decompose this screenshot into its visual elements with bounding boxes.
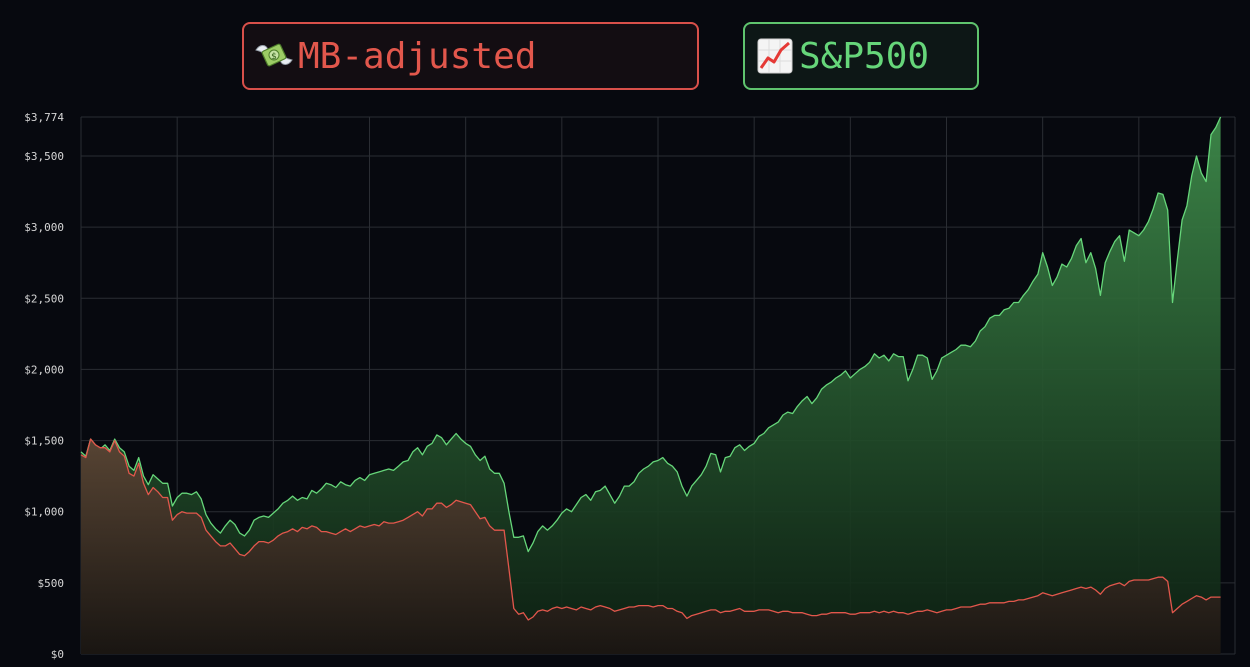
y-tick-label: $3,500	[24, 150, 64, 163]
money-with-wings-icon: $	[255, 43, 293, 67]
y-tick-label: $2,000	[24, 363, 64, 376]
series-area-1	[81, 439, 1221, 654]
y-tick-label: $2,500	[24, 292, 64, 305]
chart-increasing-icon	[757, 38, 793, 74]
y-tick-label: $500	[38, 577, 65, 590]
legend-label-mb-adjusted: MB-adjusted	[298, 35, 537, 77]
legend-button-sp500[interactable]: S&P500	[743, 22, 979, 90]
y-tick-label: $1,500	[24, 435, 64, 448]
series-line-1	[80, 438, 1221, 621]
y-axis: $0 $500 $1,000 $1,500 $2,000 $2,500 $3,000 $3,5…	[24, 111, 64, 661]
y-tick-label: $0	[51, 648, 64, 661]
series-line-0	[80, 116, 1222, 553]
y-tick-label: $3,774	[24, 111, 64, 124]
legend-label-sp500: S&P500	[799, 35, 930, 77]
chart-areas	[80, 116, 1222, 654]
series-area-0	[81, 117, 1221, 654]
y-tick-label: $1,000	[24, 506, 64, 519]
legend-button-mb-adjusted[interactable]: $ MB-adjusted	[242, 22, 699, 90]
svg-text:$: $	[271, 52, 277, 62]
y-tick-label: $3,000	[24, 221, 64, 234]
